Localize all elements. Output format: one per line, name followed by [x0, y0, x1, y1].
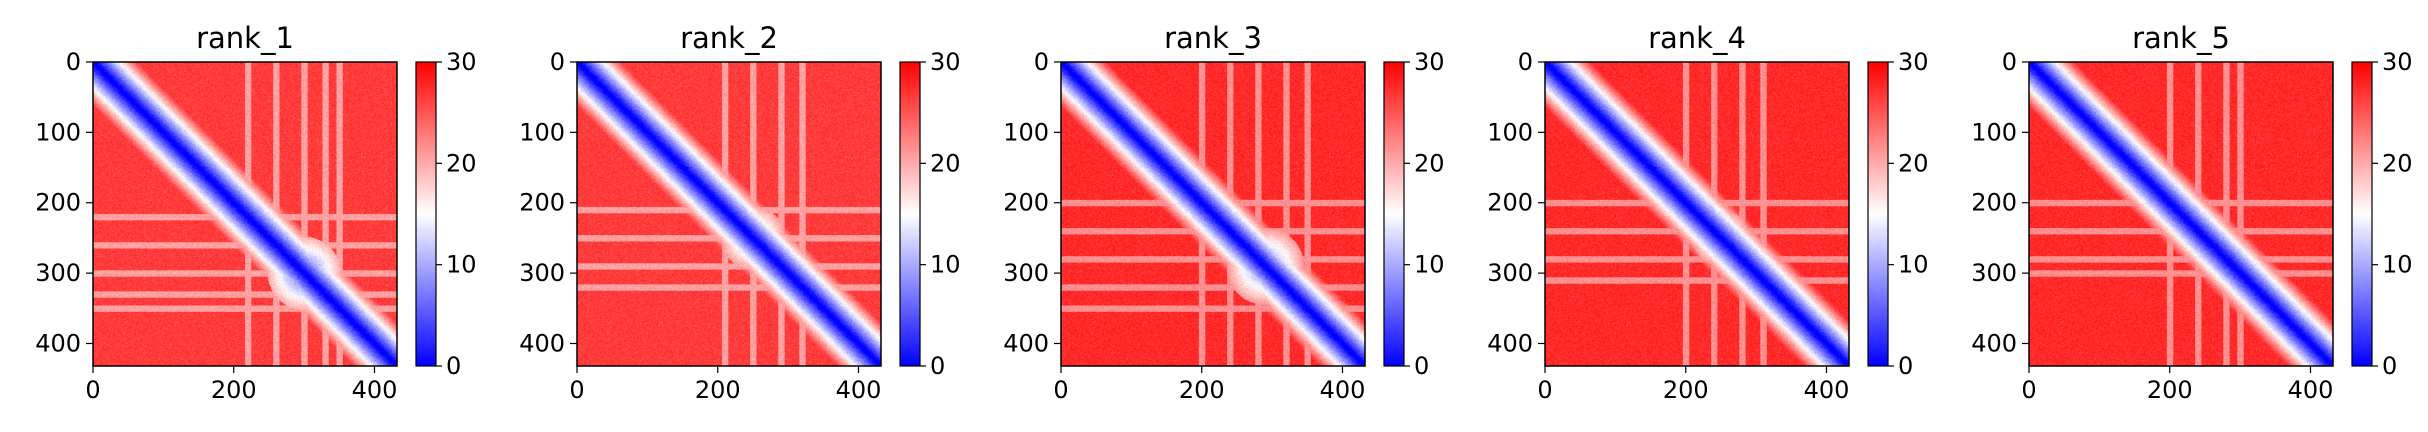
- y-tick-label: 100: [519, 118, 565, 146]
- colorbar-tick-label: 20: [1898, 149, 1929, 177]
- axes-frame: [1544, 61, 1850, 367]
- colorbar: [1867, 61, 1889, 367]
- heatmap-image: [2029, 62, 2333, 366]
- y-tick-label: 300: [35, 259, 81, 287]
- y-tick-label: 400: [1003, 329, 1049, 357]
- x-tick-label: 0: [85, 376, 100, 404]
- axes-frame: [576, 61, 882, 367]
- panel-title: rank_3: [1164, 21, 1262, 55]
- colorbar-tick-label: 0: [2382, 352, 2397, 380]
- y-tick-label: 300: [1003, 259, 1049, 287]
- axes-frame: [92, 61, 398, 367]
- x-tick-label: 400: [1804, 376, 1850, 404]
- x-tick-label: 0: [1053, 376, 1068, 404]
- heatmap-image: [1545, 62, 1849, 366]
- x-tick-label: 200: [2147, 376, 2193, 404]
- y-tick-label: 100: [1487, 118, 1533, 146]
- x-tick-label: 400: [1320, 376, 1366, 404]
- y-tick-label: 400: [1971, 329, 2017, 357]
- x-tick-label: 200: [695, 376, 741, 404]
- colorbar: [2351, 61, 2373, 367]
- colorbar-tick-label: 0: [930, 352, 945, 380]
- x-tick-label: 200: [1663, 376, 1709, 404]
- y-tick-label: 300: [519, 259, 565, 287]
- colorbar-tick-label: 10: [1414, 251, 1445, 279]
- y-tick-label: 400: [519, 329, 565, 357]
- x-tick-label: 200: [1179, 376, 1225, 404]
- y-tick-label: 100: [1971, 118, 2017, 146]
- y-tick-label: 300: [1487, 259, 1533, 287]
- y-tick-label: 100: [35, 118, 81, 146]
- panel-title: rank_5: [2132, 21, 2230, 55]
- y-tick-label: 200: [1971, 189, 2017, 217]
- panel-title: rank_2: [680, 21, 778, 55]
- colorbar-tick-label: 0: [1414, 352, 1429, 380]
- colorbar-tick-label: 10: [446, 251, 477, 279]
- y-tick-label: 200: [519, 189, 565, 217]
- x-tick-label: 200: [211, 376, 257, 404]
- colorbar-tick-label: 20: [1414, 149, 1445, 177]
- colorbar-tick-label: 30: [1414, 48, 1445, 76]
- heatmap-image: [577, 62, 881, 366]
- y-tick-label: 100: [1003, 118, 1049, 146]
- colorbar-tick-label: 30: [1898, 48, 1929, 76]
- y-tick-label: 400: [1487, 329, 1533, 357]
- y-tick-label: 0: [2002, 48, 2017, 76]
- y-tick-label: 0: [1034, 48, 1049, 76]
- x-tick-label: 400: [352, 376, 398, 404]
- panel-title: rank_4: [1648, 21, 1746, 55]
- y-tick-label: 0: [1518, 48, 1533, 76]
- colorbar-tick-label: 20: [446, 149, 477, 177]
- heatmap-image: [93, 62, 397, 366]
- colorbar-tick-label: 20: [2382, 149, 2413, 177]
- y-tick-label: 200: [1003, 189, 1049, 217]
- axes-frame: [1060, 61, 1366, 367]
- colorbar-tick-label: 30: [930, 48, 961, 76]
- axes-frame: [2028, 61, 2334, 367]
- x-tick-label: 400: [836, 376, 882, 404]
- y-tick-label: 400: [35, 329, 81, 357]
- colorbar-tick-label: 10: [1898, 251, 1929, 279]
- colorbar-tick-label: 0: [446, 352, 461, 380]
- colorbar: [899, 61, 921, 367]
- colorbar-tick-label: 30: [2382, 48, 2413, 76]
- y-tick-label: 0: [66, 48, 81, 76]
- colorbar-tick-label: 10: [930, 251, 961, 279]
- colorbar-tick-label: 10: [2382, 251, 2413, 279]
- y-tick-label: 0: [550, 48, 565, 76]
- colorbar-tick-label: 0: [1898, 352, 1913, 380]
- colorbar-tick-label: 30: [446, 48, 477, 76]
- colorbar-tick-label: 20: [930, 149, 961, 177]
- panel-title: rank_1: [196, 21, 294, 55]
- colorbar: [1383, 61, 1405, 367]
- x-tick-label: 0: [1537, 376, 1552, 404]
- y-tick-label: 200: [35, 189, 81, 217]
- heatmap-image: [1061, 62, 1365, 366]
- x-tick-label: 400: [2288, 376, 2334, 404]
- colorbar: [415, 61, 437, 367]
- x-tick-label: 0: [569, 376, 584, 404]
- x-tick-label: 0: [2021, 376, 2036, 404]
- y-tick-label: 300: [1971, 259, 2017, 287]
- y-tick-label: 200: [1487, 189, 1533, 217]
